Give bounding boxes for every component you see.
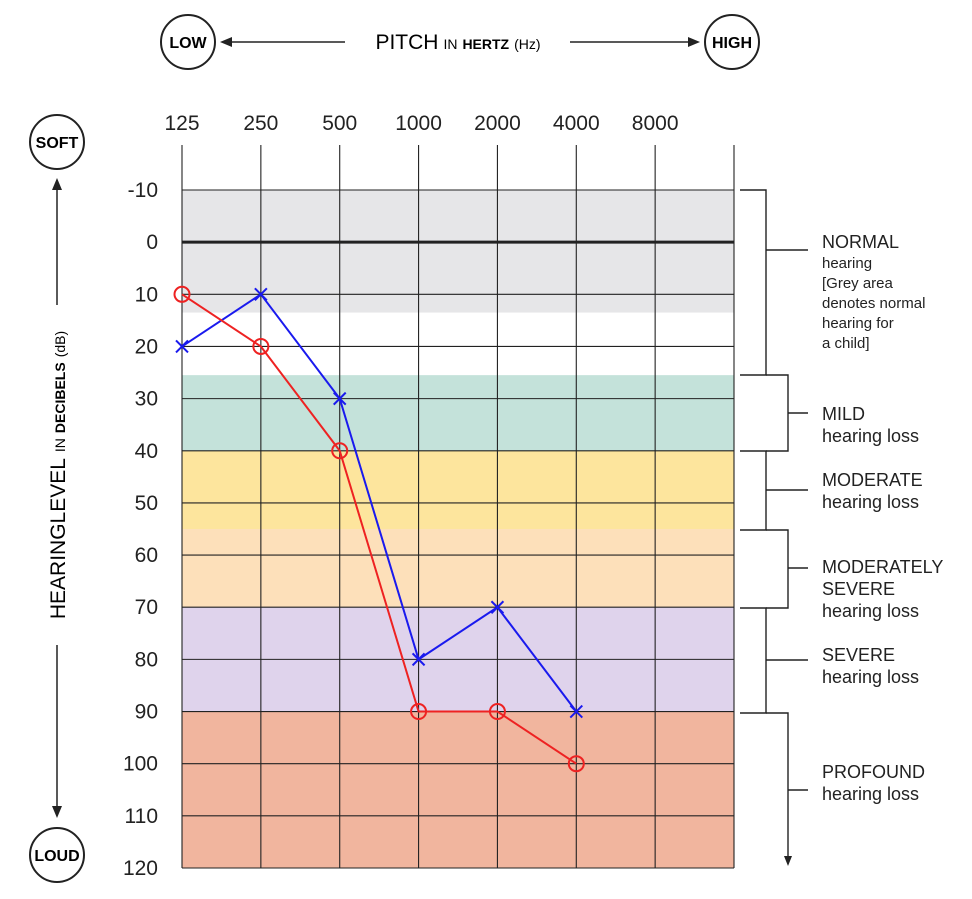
x-tick-1000: 1000 (395, 112, 442, 135)
annotation-moderate: MODERATE hearing loss (822, 470, 927, 512)
loud-label: LOUD (34, 848, 79, 865)
x-tick-125: 125 (164, 112, 199, 135)
y-tick-80: 80 (135, 648, 158, 671)
loud-circle (29, 827, 85, 883)
chart-grid (181, 145, 735, 869)
band-mild (182, 375, 734, 451)
red-o-series-line (181, 293, 577, 765)
pitch-title: PITCH IN HERTZ (Hz) (375, 31, 540, 54)
annotation-profound: PROFOUND hearing loss (822, 762, 929, 804)
annotation-moderately-severe: MODERATELY SEVERE hearing loss (822, 557, 948, 621)
soft-circle (29, 114, 85, 170)
red-o-series-point-2000 (488, 703, 506, 721)
band-moderately-severe (182, 529, 734, 608)
red-o-series-point-1000 (410, 703, 428, 721)
bracket-moderately-severe (766, 529, 789, 609)
data-series (173, 285, 585, 773)
hearing-level-title: HEARINGLEVELINDECIBELS(dB) (47, 331, 70, 619)
low-label: LOW (169, 35, 207, 52)
red-o-series-point-250 (252, 337, 270, 355)
y-tick-labels: -10 0 10 20 30 40 50 60 70 80 90 100 110 120 (123, 179, 158, 880)
band-profound (182, 711, 734, 868)
category-descriptions: NORMAL hearing [Grey area denotes normal… (822, 232, 948, 804)
blue-x-series-line (181, 292, 578, 713)
low-arrow-head (220, 37, 232, 47)
x-tick-4000: 4000 (553, 112, 600, 135)
blue-x-series-point-2000 (490, 600, 505, 614)
blue-x-series-point-125-stroke-b (175, 339, 189, 354)
band-moderate (182, 450, 734, 529)
red-o-series-point-4000 (567, 755, 585, 773)
high-arrow-head (688, 37, 700, 47)
band-normal (182, 190, 734, 313)
y-tick-10: 10 (135, 283, 158, 306)
loud-arrow-head (52, 806, 62, 818)
y-tick-70: 70 (135, 596, 158, 619)
blue-x-series-point-500 (333, 391, 347, 406)
y-tick-60: 60 (135, 544, 158, 567)
x-tick-500: 500 (322, 112, 357, 135)
blue-x-series-point-500-stroke-b (333, 391, 347, 406)
profound-arrow-head (784, 856, 792, 866)
y-tick-30: 30 (135, 388, 158, 411)
bracket-mild (766, 374, 789, 452)
x-tick-250: 250 (243, 112, 278, 135)
y-tick-50: 50 (135, 492, 158, 515)
blue-x-series-point-250-stroke-b (254, 287, 268, 302)
annotation-normal: NORMAL hearing [Grey area denotes normal… (822, 232, 930, 352)
blue-x-series-point-1000-stroke-b (411, 652, 426, 667)
y-tick-40: 40 (135, 440, 158, 463)
soft-arrow-head (52, 178, 62, 190)
annotation-mild: MILD hearing loss (822, 404, 919, 446)
blue-x-series-point-125 (175, 339, 189, 354)
bracket-severe (740, 607, 767, 714)
y-tick-0: 0 (146, 231, 158, 254)
y-tick-10: -10 (128, 179, 158, 202)
y-tick-100: 100 (123, 753, 158, 776)
x-tick-2000: 2000 (474, 112, 521, 135)
blue-x-series-point-2000-stroke-b (490, 600, 505, 614)
low-circle (160, 14, 216, 70)
high-label: HIGH (712, 35, 752, 52)
y-tick-20: 20 (135, 335, 158, 358)
y-tick-120: 120 (123, 857, 158, 880)
blue-x-series-point-4000 (569, 704, 583, 719)
annotation-severe: SEVERE hearing loss (822, 645, 919, 687)
blue-x-series-point-250 (254, 287, 268, 302)
blue-x-series-point-4000-stroke-b (569, 704, 583, 719)
x-tick-labels: 125 250 500 1000 2000 4000 8000 (164, 112, 678, 135)
blue-x-series-point-1000 (411, 652, 426, 667)
category-brackets (740, 189, 808, 858)
bracket-normal (740, 189, 767, 376)
y-tick-90: 90 (135, 701, 158, 724)
x-tick-8000: 8000 (632, 112, 679, 135)
high-circle (704, 14, 760, 70)
red-o-series-point-125 (173, 285, 191, 303)
soft-label: SOFT (36, 135, 79, 152)
bracket-moderate (740, 450, 767, 531)
y-tick-110: 110 (125, 805, 158, 828)
bracket-profound (766, 712, 789, 858)
red-o-series-point-500 (331, 442, 349, 460)
pitch-header: LOW PITCH IN HERTZ (Hz) HIGH (160, 14, 760, 70)
loudness-side: SOFT HEARINGLEVELINDECIBELS(dB) LOUD (29, 114, 85, 883)
